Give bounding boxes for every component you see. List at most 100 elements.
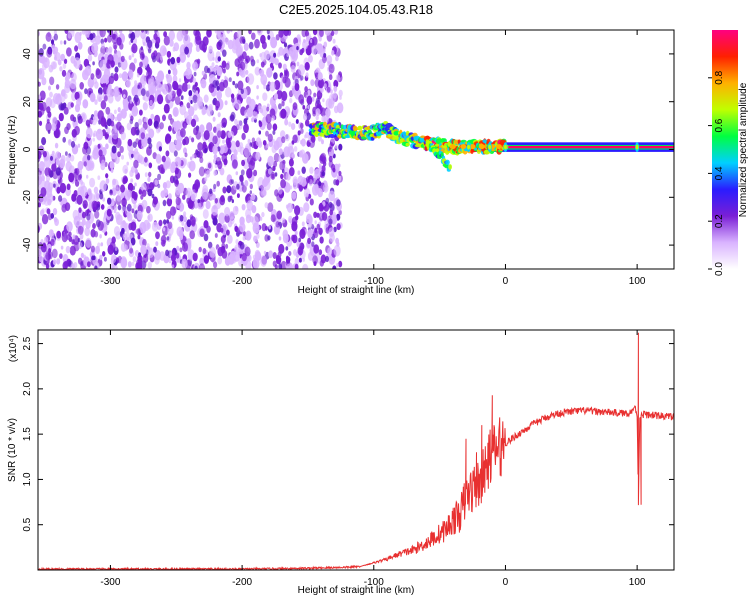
- heatmap-cell: [330, 30, 335, 37]
- heatmap-cell: [192, 154, 195, 159]
- heatmap-cell: [306, 112, 311, 121]
- heatmap-cell: [273, 152, 280, 163]
- heatmap-cell: [137, 118, 143, 126]
- heatmap-cell: [211, 205, 218, 216]
- heatmap-cell: [307, 251, 314, 261]
- heatmap-cell: [134, 121, 139, 130]
- heatmap-cell: [87, 261, 91, 268]
- heatmap-cell: [315, 108, 321, 117]
- heatmap-cell: [170, 164, 176, 174]
- heatmap-cell: [325, 255, 329, 263]
- heatmap-cell: [176, 56, 181, 64]
- heatmap-cell: [234, 83, 239, 89]
- heatmap-cell: [176, 88, 182, 97]
- heatmap-cell: [173, 150, 178, 157]
- heatmap-cell: [138, 252, 142, 257]
- heatmap-cell: [221, 60, 227, 69]
- heatmap-cell: [51, 44, 56, 51]
- heatmap-cell: [298, 257, 302, 263]
- snr-panel: -300 -200 -100 0 100 0.5 1.0 1.5 2.0 2.5 Height …: [7, 329, 675, 596]
- heatmap-cell: [168, 30, 175, 41]
- heatmap-cell: [94, 210, 100, 219]
- heatmap-cell: [94, 265, 98, 269]
- heatmap-cell: [273, 140, 280, 151]
- heatmap-cell: [236, 183, 240, 190]
- heatmap-cell: [147, 247, 154, 258]
- heatmap-cell: [45, 97, 53, 108]
- heatmap-cell: [294, 230, 298, 236]
- heatmap-cell: [129, 99, 133, 104]
- heatmap-cell: [183, 34, 191, 46]
- heatmap-cell: [256, 85, 259, 90]
- heatmap-cell: [87, 77, 95, 88]
- heatmap-cell: [291, 191, 297, 200]
- heatmap-cell: [172, 46, 176, 52]
- heatmap-cell: [264, 225, 268, 231]
- heatmap-cell: [219, 167, 225, 176]
- heatmap-cell: [137, 234, 141, 240]
- heatmap-cell: [51, 163, 57, 172]
- heatmap-cell: [297, 130, 301, 136]
- heatmap-cell: [109, 241, 116, 251]
- heatmap-cell: [193, 127, 199, 136]
- heatmap-cell: [82, 200, 88, 209]
- heatmap-cell: [38, 42, 40, 53]
- heatmap-cell: [286, 256, 291, 263]
- heatmap-cell: [240, 169, 245, 176]
- heatmap-cell: [131, 53, 135, 58]
- heatmap-cell: [98, 87, 103, 96]
- heatmap-cell: [77, 238, 81, 243]
- heatmap-cell: [241, 181, 244, 186]
- heatmap-cell: [196, 58, 201, 65]
- heatmap-cell: [307, 237, 312, 245]
- heatmap-cell: [288, 158, 294, 167]
- heatmap-cell: [89, 92, 96, 103]
- heatmap-cell: [130, 178, 134, 183]
- heatmap-cell: [107, 197, 112, 205]
- heatmap-cell: [263, 84, 267, 90]
- heatmap-cell: [252, 257, 260, 269]
- heatmap-cell: [321, 211, 328, 221]
- heatmap-cell: [281, 217, 286, 224]
- heatmap-cell: [57, 175, 60, 180]
- heatmap-cell: [232, 80, 236, 86]
- heatmap-cell: [192, 77, 197, 84]
- y-tick-label: 1.5: [22, 427, 33, 441]
- heatmap-cell: [265, 84, 271, 92]
- heatmap-cell: [117, 107, 121, 113]
- heatmap-cell: [189, 230, 195, 240]
- heatmap-cell: [194, 179, 200, 189]
- heatmap-cell: [134, 168, 138, 175]
- heatmap-cell: [292, 102, 298, 111]
- heatmap-cell: [135, 262, 140, 269]
- heatmap-cell: [279, 161, 286, 171]
- heatmap-cell: [87, 54, 93, 62]
- heatmap-cell: [58, 195, 63, 202]
- heatmap-cell: [38, 48, 44, 57]
- heatmap-cell: [165, 249, 170, 257]
- heatmap-cell: [245, 214, 252, 224]
- heatmap-cell: [101, 42, 105, 49]
- figure-title: C2E5.2025.104.05.43.R18: [279, 2, 433, 17]
- heatmap-cell: [258, 130, 262, 135]
- heatmap-cell: [122, 220, 126, 225]
- heatmap-cell: [99, 234, 102, 239]
- heatmap-cell: [194, 187, 199, 194]
- heatmap-cell: [119, 73, 122, 78]
- heatmap-cell: [120, 108, 127, 119]
- heatmap-cell: [307, 105, 310, 110]
- heatmap-cell: [235, 171, 239, 176]
- heatmap-cell: [50, 230, 54, 235]
- heatmap-cell: [120, 184, 125, 193]
- y-tick-label: -20: [22, 190, 33, 205]
- colorbar-tick-label: 0.0: [714, 262, 725, 276]
- heatmap-cell: [151, 193, 155, 199]
- heatmap-x-axis-label: Height of straight line (km): [298, 285, 415, 296]
- heatmap-cell: [121, 154, 124, 160]
- heatmap-cell: [222, 49, 227, 57]
- heatmap-cell: [213, 183, 217, 190]
- heatmap-cell: [74, 91, 80, 101]
- heatmap-cell: [234, 99, 242, 110]
- heatmap-cell: [147, 137, 152, 145]
- heatmap-cell: [127, 261, 132, 268]
